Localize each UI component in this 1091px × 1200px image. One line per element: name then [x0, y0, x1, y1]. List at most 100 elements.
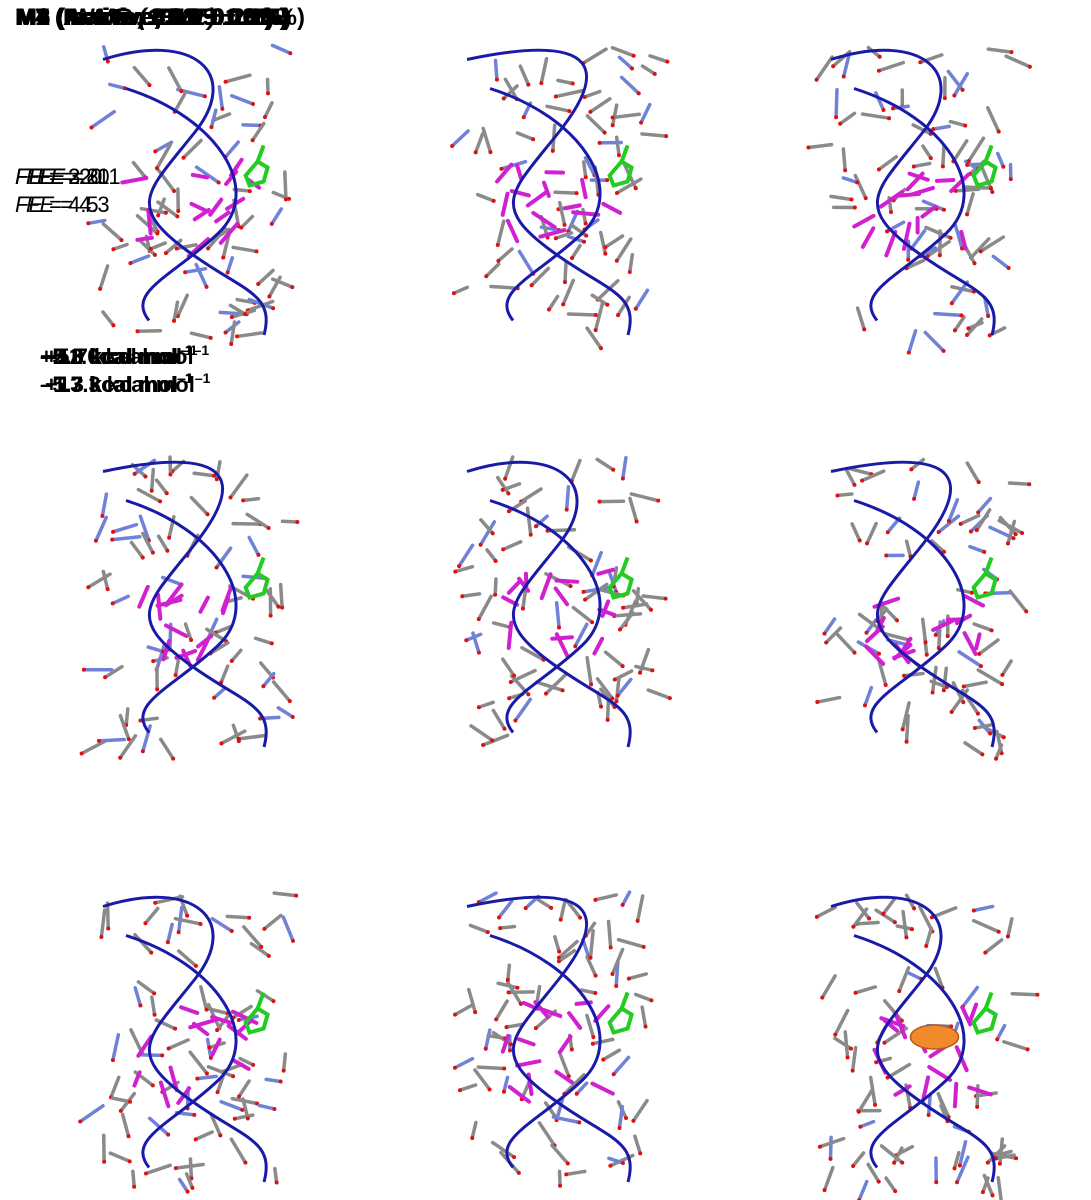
oxygen	[615, 191, 619, 195]
nucleotide	[134, 68, 149, 85]
oxygen	[583, 598, 587, 602]
energy-text: –5.7 kcal mol	[40, 372, 177, 397]
nucleotide	[824, 619, 834, 634]
nucleotide	[617, 137, 619, 155]
nucleotide	[133, 1171, 134, 1186]
oxygen	[886, 530, 890, 534]
oxygen	[958, 1164, 962, 1168]
binding-site-nucleotide	[137, 238, 152, 240]
nucleotide	[103, 312, 113, 325]
oxygen	[989, 186, 993, 190]
oxygen	[983, 951, 987, 955]
oxygen	[237, 737, 241, 741]
backbone	[103, 462, 266, 747]
binding-site-nucleotide	[193, 175, 207, 177]
oxygen	[237, 1018, 241, 1022]
oxygen	[668, 696, 672, 700]
nucleotide	[110, 1153, 129, 1161]
oxygen	[961, 88, 965, 92]
oxygen	[106, 927, 110, 931]
nucleotide	[241, 217, 252, 228]
oxygen	[611, 468, 615, 472]
binding-site-nucleotide	[216, 213, 228, 222]
oxygen	[820, 996, 824, 1000]
nucleotide	[879, 63, 903, 71]
nucleotide	[859, 1090, 872, 1112]
nucleotide	[488, 1036, 505, 1039]
nucleotide	[523, 591, 526, 609]
oxygen	[280, 606, 284, 610]
binding-site-nucleotide	[592, 1084, 612, 1094]
nucleotide	[883, 899, 894, 914]
oxygen	[80, 752, 84, 756]
oxygen	[209, 336, 213, 340]
nucleotide	[843, 149, 845, 170]
nucleotide	[950, 122, 965, 126]
oxygen	[909, 467, 913, 471]
nucleotide	[138, 982, 154, 994]
oxygen	[86, 221, 90, 225]
oxygen	[918, 60, 922, 64]
oxygen	[147, 83, 151, 87]
nucleotide	[265, 103, 272, 117]
oxygen	[509, 1042, 513, 1046]
nucleotide	[113, 596, 129, 603]
oxygen	[636, 919, 640, 923]
oxygen	[959, 522, 963, 526]
nucleotide	[264, 916, 280, 929]
oxygen	[513, 719, 517, 723]
oxygen	[549, 906, 553, 910]
oxygen	[834, 115, 838, 119]
oxygen	[110, 538, 114, 542]
oxygen	[590, 620, 594, 624]
oxygen	[617, 153, 621, 157]
oxygen	[901, 727, 905, 731]
nucleotide	[925, 332, 943, 350]
oxygen	[575, 1092, 579, 1096]
nucleotide	[998, 154, 1004, 167]
binding-site-nucleotide	[528, 192, 547, 206]
oxygen	[216, 1090, 220, 1094]
oxygen	[90, 125, 94, 129]
oxygen	[497, 915, 501, 919]
binding-site-nucleotide	[965, 633, 976, 654]
nucleotide	[285, 172, 286, 199]
oxygen	[215, 566, 219, 570]
nucleotide	[974, 624, 991, 630]
oxygen	[270, 222, 274, 226]
nucleotide	[496, 1001, 507, 1019]
nucleotide	[556, 90, 583, 96]
oxygen	[192, 1113, 196, 1117]
binding-site-nucleotide	[503, 194, 508, 215]
nucleotide	[572, 461, 580, 482]
oxygen	[263, 115, 267, 119]
oxygen	[884, 683, 888, 687]
oxygen	[251, 102, 255, 106]
nucleotide	[138, 490, 160, 502]
oxygen	[589, 682, 593, 686]
binding-site-nucleotide	[569, 1013, 580, 1028]
oxygen	[929, 156, 933, 160]
oxygen	[144, 1171, 148, 1175]
oxygen	[938, 253, 942, 257]
nucleotide	[237, 333, 261, 337]
nucleotide	[133, 163, 145, 178]
oxygen	[174, 1166, 178, 1170]
oxygen	[582, 590, 586, 594]
nucleotide	[974, 906, 993, 910]
oxygen	[241, 498, 245, 502]
nucleotide	[470, 925, 487, 932]
oxygen	[860, 479, 864, 483]
oxygen	[934, 1180, 938, 1184]
oxygen	[833, 1033, 837, 1037]
oxygen	[610, 972, 614, 976]
nucleotide	[190, 1159, 191, 1178]
oxygen	[934, 633, 938, 637]
nucleotide	[454, 287, 467, 293]
nucleotide	[953, 141, 966, 162]
fe-symbol: FE	[37, 164, 65, 189]
oxygen	[452, 291, 456, 295]
oxygen	[611, 116, 615, 120]
oxygen	[895, 618, 899, 622]
oxygen	[664, 597, 668, 601]
